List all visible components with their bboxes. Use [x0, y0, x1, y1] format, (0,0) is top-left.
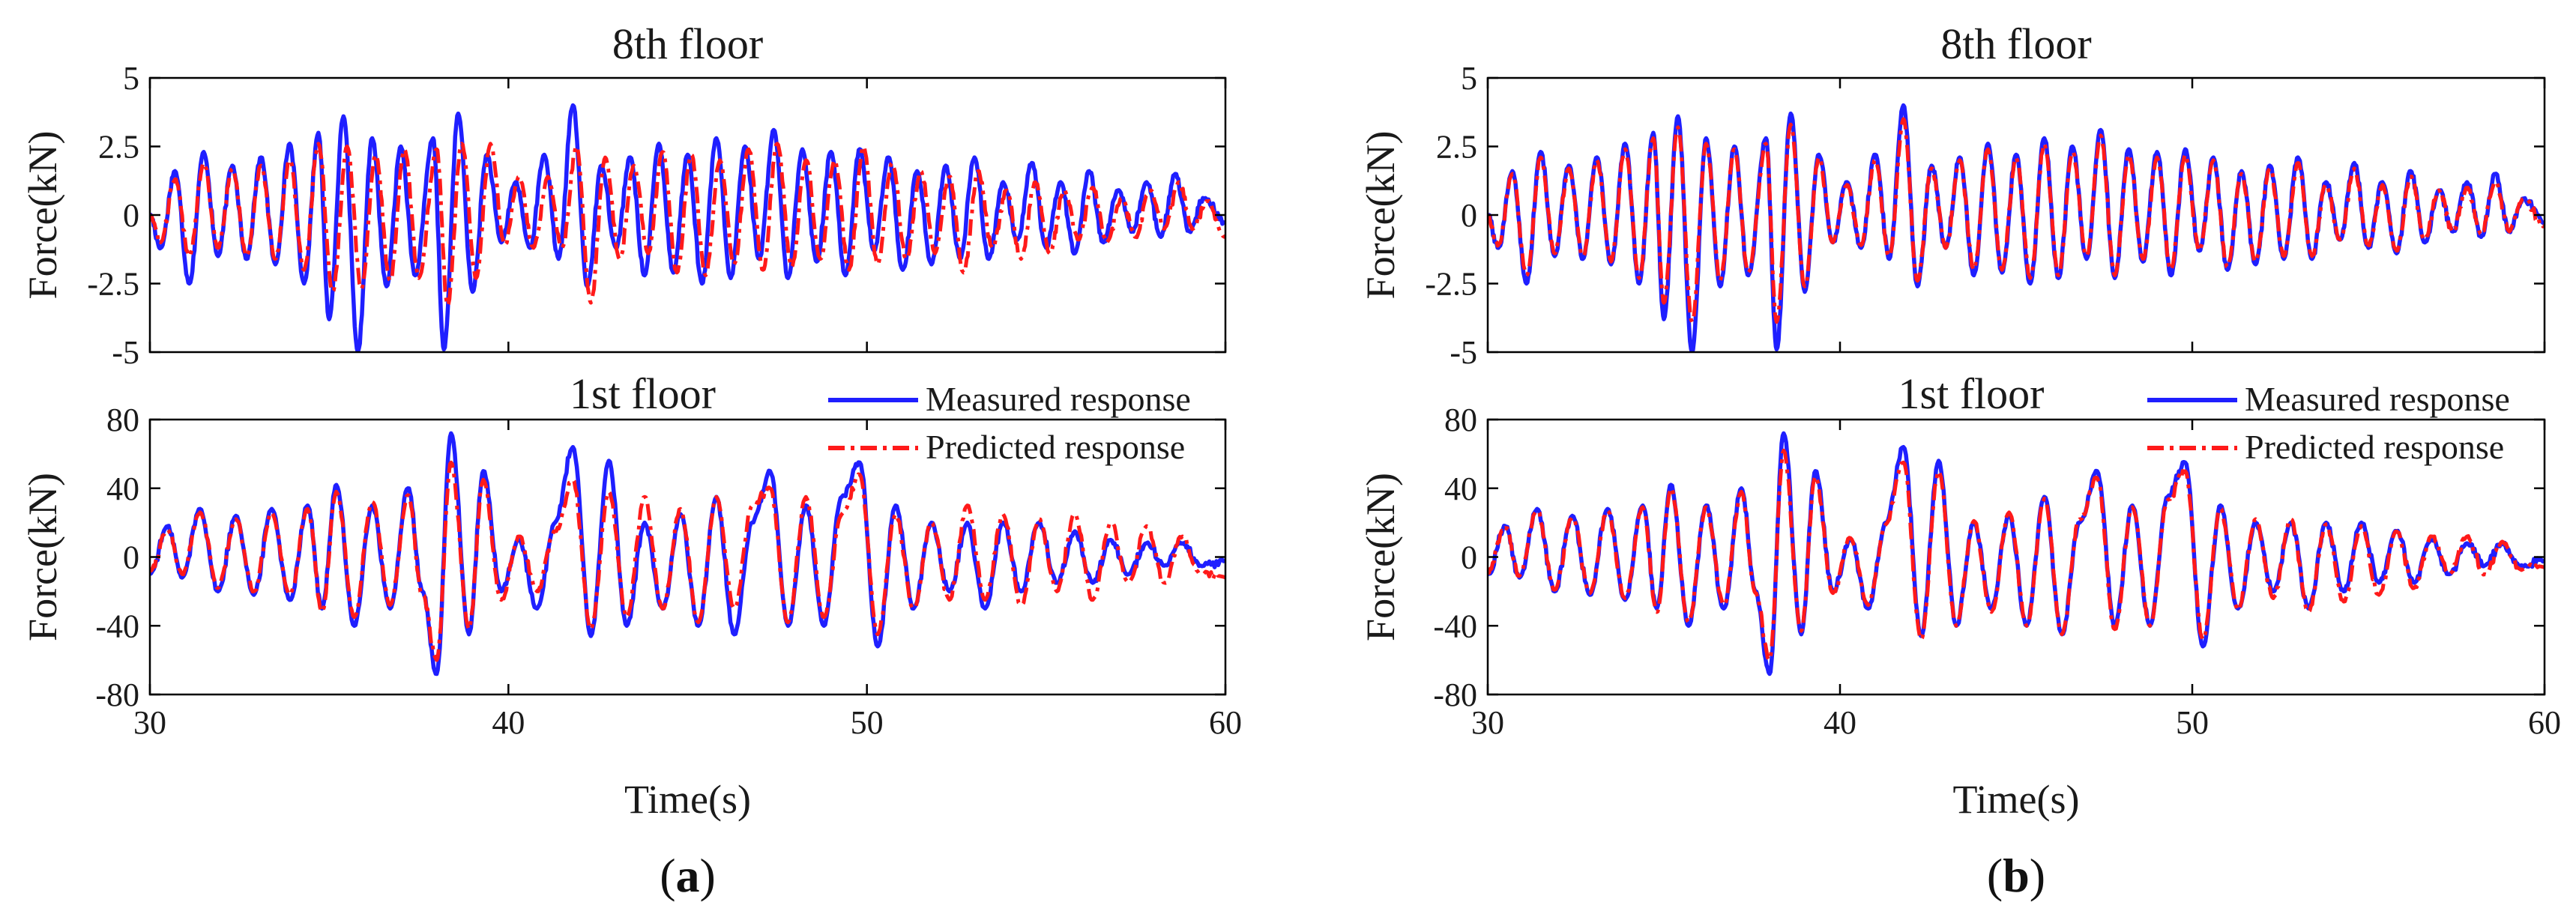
- panel-a-1st-floor-ytick-label: 0: [123, 539, 139, 576]
- panel-b-caption: (b): [1987, 849, 2045, 902]
- panel-b-8th-floor-ylabel: Force(kN): [1358, 131, 1403, 300]
- panel-a-8th-floor-ytick-label: -2.5: [87, 266, 139, 303]
- panel-a-xtick-label: 60: [1209, 704, 1242, 741]
- panel-a-8th-floor-predicted-line: [150, 142, 1225, 308]
- panel-b-8th-floor-ytick-label: -5: [1450, 334, 1477, 371]
- panel-b-8th-floor-predicted-line: [1488, 117, 2545, 324]
- panel-a-caption: (a): [660, 849, 716, 902]
- panel-a-8th-floor-ytick-label: -5: [112, 334, 139, 371]
- panel-a-1st-floor-ylabel: Force(kN): [20, 473, 65, 641]
- panel-a-8th-floor-ytick-label: 2.5: [98, 129, 139, 166]
- panel-a-1st-floor-ytick-label: -40: [95, 608, 139, 644]
- panel-a-xtick-label: 40: [492, 704, 525, 741]
- panel-a-1st-floor-ytick-label: 40: [106, 470, 139, 507]
- panel-a-1st-floor-predicted-line: [150, 460, 1225, 662]
- panel-b-legend: Measured response Predicted response: [2147, 380, 2510, 466]
- panel-a-8th-floor-ylabel: Force(kN): [20, 131, 65, 300]
- panel-a-xlabel: Time(s): [624, 777, 751, 822]
- panel-b-xtick-label: 30: [1471, 704, 1504, 741]
- panel-a-8th-floor-ytick-label: 5: [123, 60, 139, 97]
- panel-a-1st-floor-ytick-label: -80: [95, 677, 139, 713]
- panel-b-1st-floor-ytick-label: 0: [1461, 539, 1477, 576]
- panel-b-1st-floor-ytick-label: -80: [1433, 677, 1477, 713]
- panel-b-8th-floor-ytick-label: -2.5: [1425, 266, 1477, 303]
- panel-a-xtick-label: 50: [851, 704, 884, 741]
- panel-b-1st-floor-ytick-label: 40: [1444, 470, 1477, 507]
- panel-b-xtick-label: 50: [2176, 704, 2209, 741]
- legend-label-predicted: Predicted response: [2245, 428, 2504, 466]
- panel-b-xtick-label: 40: [1824, 704, 1856, 741]
- panel-a-legend: Measured response Predicted response: [828, 380, 1191, 466]
- panel-b-xtick-label: 60: [2528, 704, 2561, 741]
- panel-b-1st-floor-ytick-label: 80: [1444, 402, 1477, 438]
- panel-a-8th-floor-ytick-label: 0: [123, 197, 139, 234]
- panel-a-8th-floor: 5 2.5 0 -2.5 -5 8th floor Force(kN): [20, 19, 1227, 371]
- panel-b-8th-floor-ytick-label: 2.5: [1436, 129, 1477, 166]
- panel-b-8th-floor-title: 8th floor: [1940, 19, 2091, 68]
- panel-a-xtick-label: 30: [133, 704, 166, 741]
- panel-a-caption-letter: a: [676, 849, 700, 902]
- panel-b-1st-floor-ytick-label: -40: [1433, 608, 1477, 644]
- legend-label-measured: Measured response: [2245, 380, 2510, 418]
- panel-b-xlabel: Time(s): [1952, 777, 2079, 822]
- panel-b: 5 2.5 0 -2.5 -5 8th floor Force(kN) 80 40 0 -40 -80…: [1358, 19, 2561, 902]
- panel-a-1st-floor-title: 1st floor: [570, 369, 716, 418]
- panel-b-caption-letter: b: [2003, 849, 2030, 902]
- panel-b-8th-floor: 5 2.5 0 -2.5 -5 8th floor Force(kN): [1358, 19, 2546, 371]
- panel-a-1st-floor-ytick-label: 80: [106, 402, 139, 438]
- panel-b-8th-floor-ytick-label: 0: [1461, 197, 1477, 234]
- panel-b-1st-floor-title: 1st floor: [1898, 369, 2045, 418]
- panel-a: 5 2.5 0 -2.5 -5 8th floor Force(kN) 80 40 0 -40 -80…: [20, 19, 1242, 902]
- panel-a-8th-floor-title: 8th floor: [612, 19, 763, 68]
- legend-label-predicted: Predicted response: [926, 428, 1185, 466]
- panel-b-8th-floor-ytick-label: 5: [1461, 60, 1477, 97]
- legend-label-measured: Measured response: [926, 380, 1191, 418]
- panel-b-1st-floor-ylabel: Force(kN): [1358, 473, 1403, 641]
